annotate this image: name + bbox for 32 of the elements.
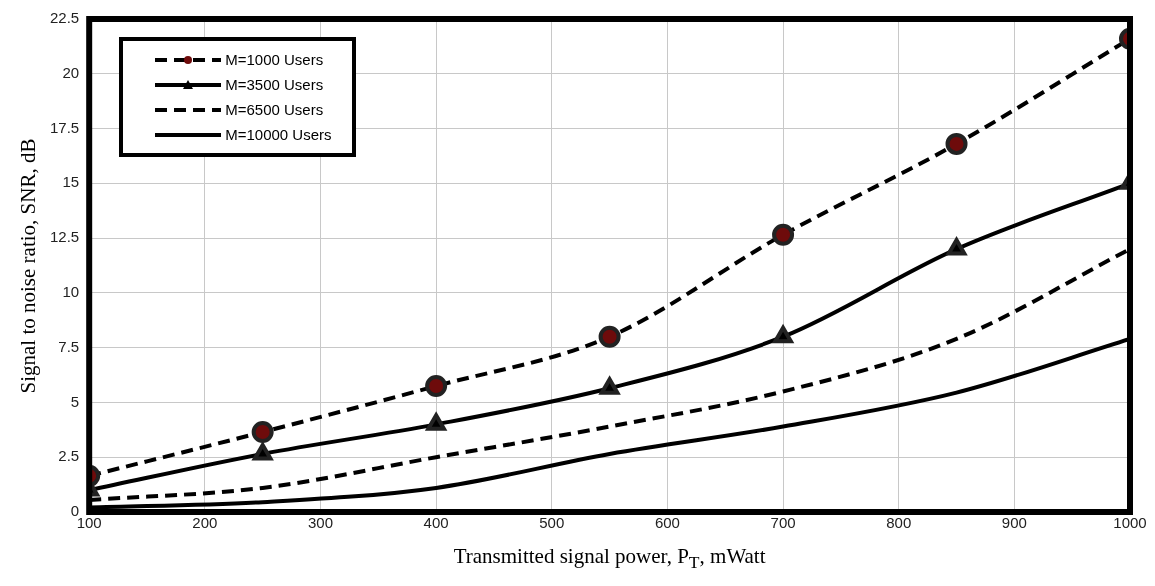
y-axis-title: Signal to noise ratio, SNR, dB — [15, 138, 41, 393]
x-tick-label: 400 — [423, 514, 449, 532]
y-tick-label: 10 — [62, 283, 80, 301]
y-tick-label: 15 — [62, 173, 80, 191]
x-tick-label: 200 — [192, 514, 218, 532]
x-tick-label: 700 — [770, 514, 796, 532]
legend-label: M=6500 Users — [225, 101, 324, 118]
y-tick-label: 22.5 — [49, 9, 80, 27]
y-tick-label: 5 — [70, 392, 80, 410]
line-series — [89, 336, 1130, 510]
point — [772, 323, 795, 344]
y-tick-label: 2.5 — [58, 447, 80, 465]
x-tick-label: 300 — [307, 514, 333, 532]
line-series — [89, 247, 1130, 502]
point — [598, 325, 621, 348]
x-tick-label: 900 — [1001, 514, 1027, 532]
y-tick-label: 7.5 — [58, 337, 80, 355]
y-tick-label: 12.5 — [49, 228, 80, 246]
x-tick-label: 800 — [886, 514, 912, 532]
y-tick-label: 0 — [70, 502, 80, 520]
legend-label: M=3500 Users — [225, 76, 324, 93]
legend-label: M=1000 Users — [225, 51, 324, 68]
point — [426, 413, 446, 431]
x-tick-label: 600 — [654, 514, 680, 532]
x-tick-label: 1000 — [1113, 514, 1147, 532]
y-tick-label: 17.5 — [49, 118, 80, 136]
y-tick-label: 20 — [62, 63, 80, 81]
legend-label: M=10000 Users — [225, 126, 332, 143]
x-axis-title: Transmitted signal power, P$_{T}$, mWatt — [453, 544, 766, 574]
x-tick-label: 500 — [539, 514, 565, 532]
point — [599, 377, 620, 395]
point — [772, 223, 795, 246]
